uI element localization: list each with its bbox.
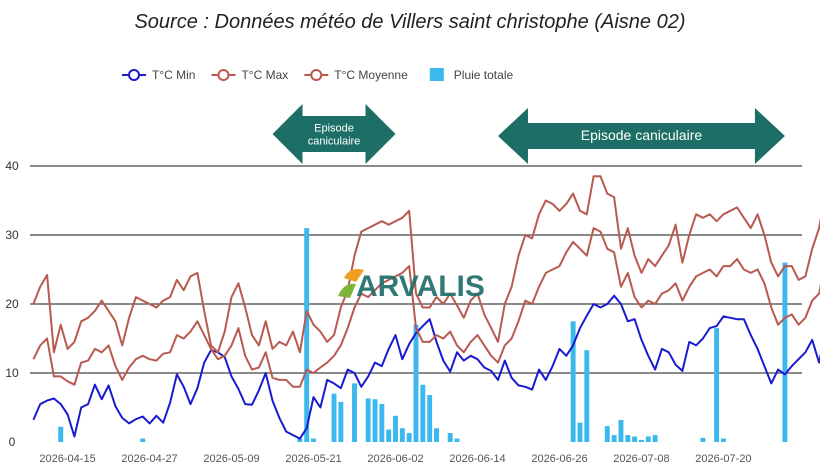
- logo-text: ARVALIS: [356, 270, 485, 303]
- y-tick-label: 10: [5, 366, 19, 380]
- rain-bar: [447, 433, 453, 442]
- rain-bar: [331, 393, 337, 442]
- rain-bar: [652, 435, 658, 442]
- logo-mark-green: [338, 283, 356, 298]
- rain-bar: [406, 433, 412, 442]
- arvalis-watermark: ARVALIS: [338, 269, 485, 303]
- series-line: [32, 227, 820, 388]
- x-tick-label: 2026-06-14: [449, 453, 505, 465]
- x-tick-label: 2026-06-02: [367, 453, 423, 465]
- rain-bar: [365, 398, 371, 442]
- rain-bar: [645, 436, 651, 442]
- rain-bar: [399, 428, 405, 442]
- x-tick-label: 2026-04-15: [39, 453, 95, 465]
- y-tick-label: 30: [5, 228, 19, 242]
- rain-bar: [720, 438, 726, 442]
- temperature-lines: [32, 175, 820, 440]
- legend-label: T°C Moyenne: [334, 68, 408, 82]
- series-line: [32, 294, 820, 440]
- rain-bar: [311, 438, 316, 442]
- rain-bar: [625, 435, 631, 442]
- x-tick-label: 2026-07-20: [695, 453, 751, 465]
- rain-bar: [577, 422, 583, 442]
- legend-marker: [128, 69, 140, 81]
- legend-marker: [310, 69, 323, 81]
- rain-bar: [427, 395, 433, 442]
- legend: T°C Min T°C Max T°C Moyenne Pluie totale: [122, 68, 513, 82]
- rain-bar: [611, 435, 617, 442]
- y-tick-label: 20: [5, 297, 19, 311]
- rain-bar: [570, 321, 576, 442]
- annotation-arrow: [272, 104, 396, 164]
- x-tick-label: 2026-06-26: [531, 453, 587, 465]
- legend-label: Pluie totale: [454, 68, 514, 82]
- rain-bar: [714, 328, 720, 442]
- rain-bar: [618, 419, 624, 442]
- rain-bar: [304, 228, 310, 442]
- legend-marker: [217, 69, 230, 81]
- x-tick-label: 2026-05-09: [203, 453, 259, 465]
- rain-bars: [58, 228, 788, 442]
- rain-bar: [393, 415, 398, 442]
- rain-bar: [434, 428, 439, 442]
- rain-bar: [584, 350, 590, 442]
- rain-bar: [413, 324, 419, 442]
- annotation-label: caniculaire: [308, 136, 361, 148]
- legend-label: T°C Min: [152, 68, 195, 82]
- rain-bar: [454, 438, 460, 442]
- y-axis: 0 10 20 30 40: [5, 159, 19, 449]
- x-tick-label: 2026-05-21: [285, 453, 341, 465]
- rain-bar: [638, 439, 644, 442]
- x-tick-label: 2026-07-08: [613, 453, 669, 465]
- rain-bar: [379, 404, 385, 442]
- rain-bar: [386, 429, 392, 442]
- x-tick-label: 2026-04-27: [121, 453, 177, 465]
- rain-bar: [632, 436, 638, 442]
- rain-bar: [352, 383, 357, 442]
- rain-bar: [297, 438, 303, 442]
- logo-mark-orange: [344, 269, 364, 282]
- legend-label: T°C Max: [241, 68, 288, 82]
- chart-title: Source : Données météo de Villers saint …: [134, 11, 685, 33]
- x-axis: 2026-04-15 2026-04-27 2026-05-09 2026-05-21…: [39, 453, 751, 465]
- rain-bar: [700, 437, 706, 442]
- y-tick-label: 40: [5, 159, 19, 173]
- rain-bar: [338, 401, 344, 442]
- annotation-label: Episode caniculaire: [581, 127, 703, 143]
- rain-bar: [604, 426, 610, 442]
- annotation-arrow: [497, 108, 785, 164]
- annotation-label: Episode: [314, 123, 354, 135]
- rain-bar: [140, 438, 146, 442]
- legend-swatch: [429, 68, 444, 81]
- rain-bar: [372, 399, 378, 442]
- rain-bar: [420, 384, 426, 442]
- y-tick-label: 0: [9, 435, 16, 449]
- rain-bar: [782, 262, 788, 442]
- rain-bar: [58, 426, 64, 442]
- series-line: [32, 175, 820, 354]
